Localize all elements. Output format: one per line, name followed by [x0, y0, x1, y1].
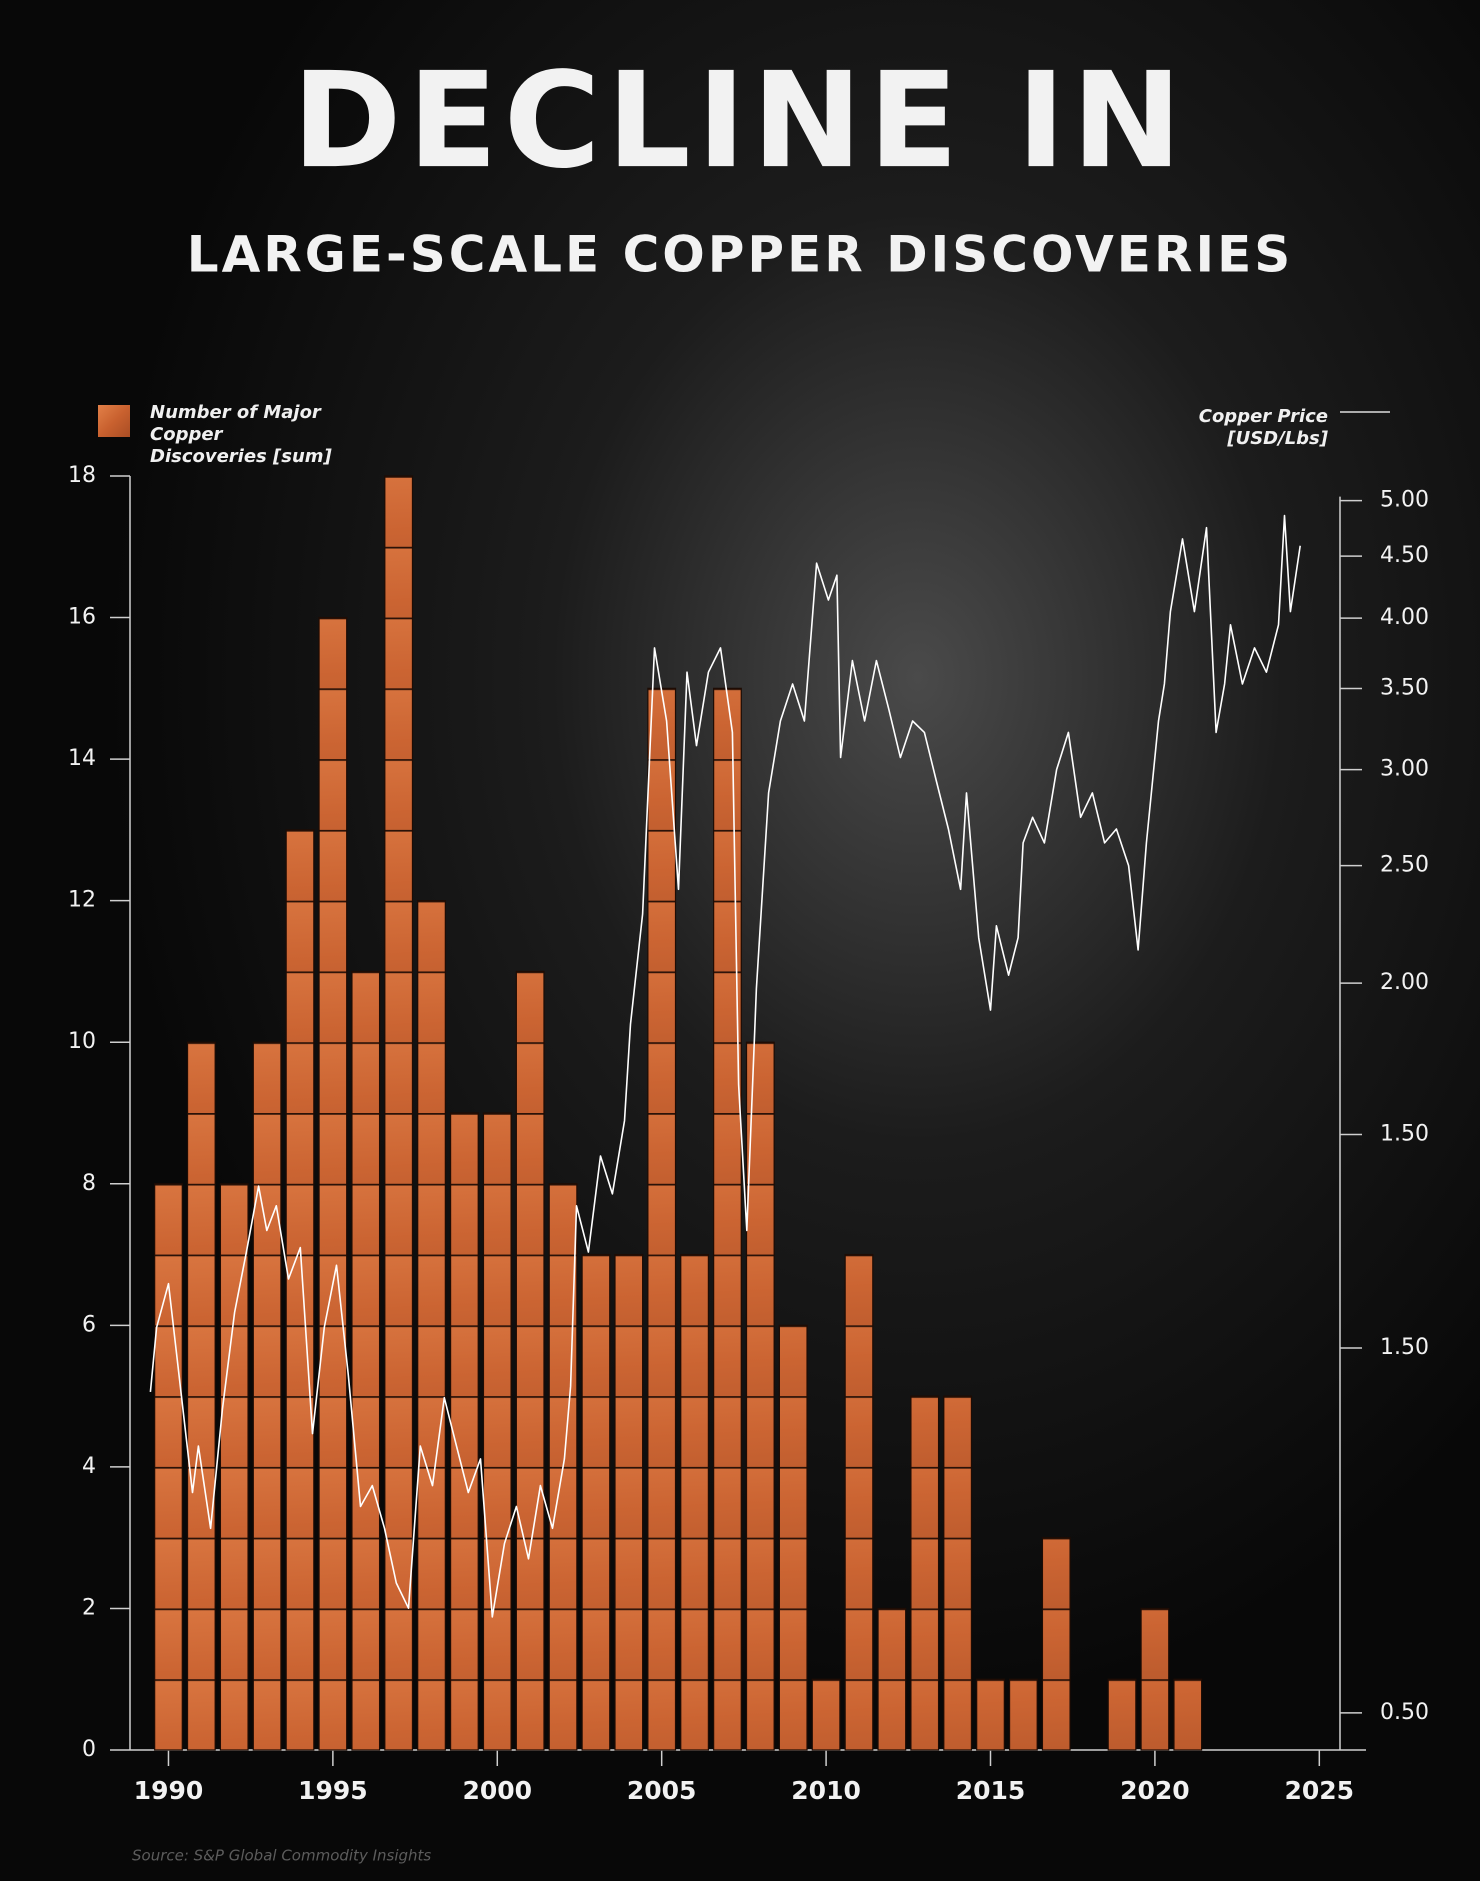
x-tick-label: 2015: [956, 1776, 1026, 1805]
legend-bar: Number of Major Copper Discoveries [sum]: [150, 402, 332, 467]
x-tick-label: 2025: [1285, 1776, 1355, 1805]
y2-tick-label: 2.00: [1380, 970, 1429, 995]
y2-tick-label: 1.50: [1380, 1122, 1429, 1147]
y-tick-label: 2: [82, 1595, 96, 1620]
bar: [1107, 1678, 1137, 1751]
bar: [219, 1183, 249, 1751]
y2-tick-label: 1.50: [1380, 1335, 1429, 1360]
y-tick-label: 18: [68, 463, 96, 488]
y-tick-label: 10: [68, 1029, 96, 1054]
bar: [1173, 1678, 1203, 1751]
x-tick-label: 1995: [298, 1776, 368, 1805]
bar: [680, 1253, 709, 1751]
bar: [154, 1183, 183, 1751]
y-tick-label: 4: [82, 1454, 96, 1479]
x-tick-label: 1990: [134, 1776, 204, 1805]
y-tick-label: 14: [68, 746, 96, 771]
bar: [877, 1607, 907, 1751]
x-tick-label: 2000: [462, 1776, 532, 1805]
bar: [713, 687, 742, 1751]
bar: [811, 1678, 841, 1751]
bar: [1008, 1678, 1038, 1751]
y-tick-label: 6: [82, 1312, 96, 1337]
bar: [252, 1041, 282, 1751]
bar: [844, 1253, 874, 1751]
y2-tick-label: 2.50: [1380, 853, 1429, 878]
x-tick-label: 2005: [627, 1776, 697, 1805]
y-tick-label: 12: [68, 888, 96, 913]
y2-tick-label: 4.50: [1380, 543, 1429, 568]
bar: [515, 970, 545, 1751]
bar: [1041, 1537, 1071, 1751]
legend-swatch: [98, 405, 130, 437]
bar: [778, 1324, 808, 1751]
price-line: [149, 514, 1301, 1618]
bar: [1140, 1607, 1170, 1751]
y2-tick-label: 3.50: [1380, 675, 1429, 700]
bar: [745, 1041, 775, 1751]
y-tick-label: 8: [82, 1171, 96, 1196]
bar: [910, 1395, 940, 1751]
source: Source: S&P Global Commodity Insights: [132, 1847, 431, 1865]
bar: [186, 1041, 216, 1751]
legend-line-label: Copper Price [USD/Lbs]: [1198, 406, 1328, 449]
y2-tick-label: 0.50: [1380, 1700, 1429, 1725]
y-tick-label: 16: [68, 605, 96, 630]
bar: [482, 1112, 512, 1751]
bar: [943, 1395, 973, 1751]
bar: [417, 900, 446, 1751]
bar: [449, 1112, 479, 1751]
bar: [384, 475, 414, 1751]
y2-tick-label: 4.00: [1380, 605, 1429, 630]
y2-tick-label: 3.00: [1380, 757, 1429, 782]
chart-title: DECLINE IN: [292, 44, 1188, 198]
y-tick-label: 0: [82, 1737, 96, 1762]
bar: [285, 829, 315, 1751]
x-tick-label: 2010: [791, 1776, 861, 1805]
bar: [318, 616, 348, 1751]
bar: [976, 1678, 1005, 1751]
bar: [647, 687, 677, 1751]
bar: [351, 970, 381, 1751]
bar: [614, 1253, 644, 1751]
y2-tick-label: 5.00: [1380, 488, 1429, 513]
x-tick-label: 2020: [1120, 1776, 1190, 1805]
chart-subtitle: LARGE-SCALE COPPER DISCOVERIES: [187, 226, 1293, 284]
bar: [581, 1253, 611, 1751]
